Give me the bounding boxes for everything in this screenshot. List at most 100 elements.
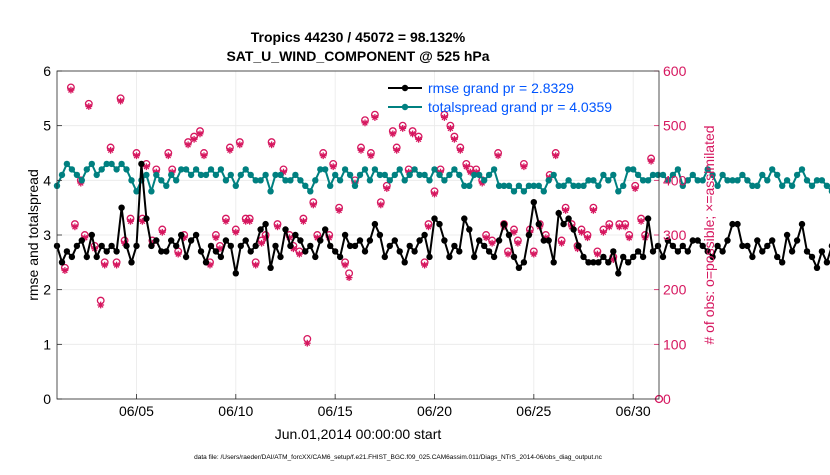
rmse-point <box>550 259 557 266</box>
obs-assimilated-marker <box>425 223 432 231</box>
rmse-point <box>262 220 269 228</box>
y2-tick-label: 300 <box>663 227 687 243</box>
rmse-point <box>699 242 706 250</box>
rmse-point <box>287 242 294 250</box>
rmse-point <box>585 259 592 266</box>
rmse-point <box>520 259 528 266</box>
totalspread-point <box>148 188 155 195</box>
rmse-point <box>471 253 478 261</box>
rmse-point <box>451 242 458 250</box>
totalspread-point <box>98 166 105 173</box>
rmse-point <box>381 253 388 261</box>
totalspread-point <box>793 171 801 179</box>
totalspread-point <box>779 182 786 189</box>
totalspread-point <box>108 160 115 168</box>
totalspread-point <box>729 177 736 184</box>
rmse-point <box>605 259 612 266</box>
totalspread-point <box>143 171 150 179</box>
totalspread-point <box>764 177 771 184</box>
rmse-point <box>630 253 637 261</box>
obs-assimilated-marker <box>212 234 220 242</box>
rmse-point <box>108 242 115 250</box>
totalspread-point <box>118 160 125 168</box>
rmse-point <box>83 253 91 261</box>
totalspread-point <box>307 188 314 195</box>
rmse-point <box>600 253 607 261</box>
totalspread-point <box>431 166 438 173</box>
rmse-point <box>237 242 244 250</box>
totalspread-point <box>694 177 701 184</box>
obs-assimilated-marker <box>637 217 645 225</box>
totalspread-point <box>495 182 503 189</box>
totalspread-point <box>381 171 388 179</box>
totalspread-point <box>242 166 249 173</box>
rmse-point <box>133 242 140 250</box>
obs-assimilated-marker <box>97 301 105 309</box>
obs-assimilated-marker <box>200 152 208 160</box>
rmse-point <box>182 253 190 261</box>
totalspread-point <box>153 171 160 179</box>
totalspread-point <box>257 177 264 184</box>
totalspread-point <box>505 182 513 189</box>
rmse-point <box>148 242 155 250</box>
obs-assimilated-marker <box>67 86 75 94</box>
totalspread-point <box>605 177 612 184</box>
obs-assimilated-marker <box>361 119 369 127</box>
obs-assimilated-marker <box>345 274 353 281</box>
rmse-point <box>103 248 110 255</box>
rmse-point <box>466 226 473 233</box>
rmse-point <box>580 253 587 261</box>
totalspread-point <box>719 171 726 179</box>
obs-assimilated-marker <box>383 185 391 192</box>
obs-assimilated-marker <box>482 234 490 242</box>
obs-assimilated-marker <box>127 217 134 225</box>
plot-frame <box>56 70 660 400</box>
obs-assimilated-marker <box>415 135 422 143</box>
y2-tick-label: 500 <box>663 118 687 134</box>
y2-tick-label: 600 <box>663 63 687 79</box>
rmse-point <box>783 231 791 239</box>
obs-assimilated-marker <box>101 261 109 269</box>
obs-assimilated-marker <box>107 146 114 154</box>
rmse-point <box>476 237 483 244</box>
rmse-point <box>431 215 438 222</box>
rmse-point <box>818 248 826 255</box>
y-tick-label: 5 <box>43 118 51 134</box>
obs-assimilated-marker <box>510 228 518 236</box>
rmse-point <box>456 248 463 255</box>
totalspread-point <box>341 166 349 173</box>
totalspread-point <box>530 182 537 189</box>
totalspread-point <box>466 182 473 189</box>
rmse-point <box>386 242 393 250</box>
totalspread-point <box>769 166 776 173</box>
rmse-point <box>664 237 672 244</box>
rmse-point <box>505 231 513 239</box>
totalspread-point <box>78 177 86 184</box>
footer-data-file: data file: /Users/raeder/DAI/ATM_forcXX/… <box>194 454 603 461</box>
x-tick-label: 06/15 <box>318 403 353 419</box>
totalspread-point <box>540 188 547 195</box>
totalspread-point <box>714 182 721 189</box>
totalspread-point <box>654 171 662 179</box>
totalspread-point <box>351 182 359 189</box>
legend-label-spread: totalspread grand pr = 4.0359 <box>428 99 612 115</box>
y-tick-label: 2 <box>43 282 51 298</box>
rmse-point <box>361 248 369 255</box>
totalspread-point <box>207 166 215 173</box>
totalspread-point <box>173 177 180 184</box>
rmse-point <box>510 253 518 261</box>
totalspread-point <box>133 188 140 195</box>
totalspread-point <box>346 171 354 179</box>
obs-assimilated-marker <box>236 141 244 149</box>
rmse-point <box>724 237 731 244</box>
rmse-point <box>297 237 304 244</box>
x-tick-label: 06/10 <box>218 403 253 419</box>
totalspread-point <box>113 166 120 173</box>
rmse-point <box>222 237 230 244</box>
rmse-point <box>500 220 508 228</box>
totalspread-point <box>798 166 806 173</box>
totalspread-point <box>73 171 81 179</box>
rmse-point <box>78 237 86 244</box>
obs-assimilated-marker <box>421 261 428 269</box>
rmse-point <box>411 248 418 255</box>
